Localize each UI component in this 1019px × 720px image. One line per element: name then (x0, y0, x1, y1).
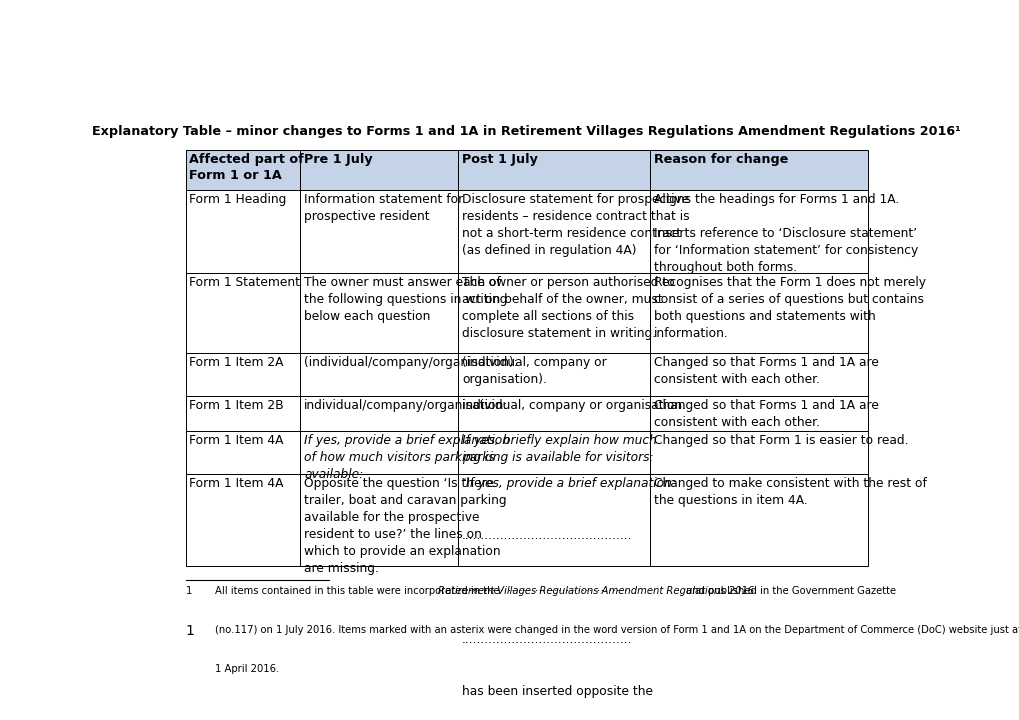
Text: All items contained in this table were incorporated in the: All items contained in this table were i… (215, 586, 502, 596)
Text: (individual, company or
organisation).: (individual, company or organisation). (462, 356, 606, 386)
Text: Pre 1 July: Pre 1 July (304, 153, 372, 166)
Text: Form 1 Heading: Form 1 Heading (190, 193, 286, 206)
Bar (458, 189, 649, 273)
Bar (458, 431, 649, 474)
Bar (649, 431, 867, 474)
Bar (300, 474, 458, 566)
Bar (458, 353, 649, 396)
Text: Form 1 Item 2A: Form 1 Item 2A (190, 356, 283, 369)
Text: Changed so that Forms 1 and 1A are
consistent with each other.: Changed so that Forms 1 and 1A are consi… (653, 399, 878, 429)
Text: and published in the Government Gazette: and published in the Government Gazette (683, 586, 896, 596)
Text: Changed so that Forms 1 and 1A are
consistent with each other.: Changed so that Forms 1 and 1A are consi… (653, 356, 878, 386)
Text: ‘If yes, provide a brief explanation:: ‘If yes, provide a brief explanation: (462, 477, 676, 490)
Bar (458, 150, 649, 189)
Text: The owner or person authorised to
act on behalf of the owner, must
complete all : The owner or person authorised to act on… (462, 276, 675, 340)
Text: 1: 1 (185, 586, 192, 596)
Text: Disclosure statement for prospective
residents – residence contract that is
not : Disclosure statement for prospective res… (462, 193, 689, 256)
Bar (458, 396, 649, 431)
Text: has been inserted opposite the: has been inserted opposite the (462, 685, 652, 698)
Text: (no.117) on 1 July 2016. Items marked with an asterix were changed in the word v: (no.117) on 1 July 2016. Items marked wi… (215, 625, 1019, 635)
Text: Post 1 July: Post 1 July (462, 153, 537, 166)
Bar (185, 396, 300, 431)
Bar (649, 273, 867, 353)
Text: Changed to make consistent with the rest of
the questions in item 4A.: Changed to make consistent with the rest… (653, 477, 926, 507)
Text: Retirement Villages Regulations Amendment Regulations 2016: Retirement Villages Regulations Amendmen… (437, 586, 753, 596)
Bar (649, 353, 867, 396)
Text: Form 1 Item 2B: Form 1 Item 2B (190, 399, 284, 412)
Text: individual/company/organisation:: individual/company/organisation: (304, 399, 507, 412)
Text: ............................................: ........................................… (462, 529, 632, 542)
Text: Information statement for
prospective resident: Information statement for prospective re… (304, 193, 463, 222)
Text: (individual/company/organisation):: (individual/company/organisation): (304, 356, 518, 369)
Bar (185, 353, 300, 396)
Text: The owner must answer each of
the following questions in writing
below each ques: The owner must answer each of the follow… (304, 276, 507, 323)
Bar (185, 431, 300, 474)
Text: Affected part of
Form 1 or 1A: Affected part of Form 1 or 1A (190, 153, 304, 181)
Bar (300, 189, 458, 273)
Text: Recognises that the Form 1 does not merely
consist of a series of questions but : Recognises that the Form 1 does not mere… (653, 276, 925, 340)
Text: If yes, provide a brief explanation
of how much visitors parking is
available:: If yes, provide a brief explanation of h… (304, 434, 510, 482)
Bar (649, 396, 867, 431)
Bar (458, 474, 649, 566)
Bar (649, 150, 867, 189)
Text: Opposite the question ‘Is there
trailer, boat and caravan parking
available for : Opposite the question ‘Is there trailer,… (304, 477, 506, 575)
Text: If yes, briefly explain how much
parking is available for visitors:: If yes, briefly explain how much parking… (462, 434, 656, 464)
Text: Changed so that Form 1 is easier to read.: Changed so that Form 1 is easier to read… (653, 434, 908, 447)
Bar (185, 273, 300, 353)
Bar (458, 273, 649, 353)
Text: ............................................: ........................................… (462, 634, 632, 647)
Text: Form 1 Item 4A: Form 1 Item 4A (190, 477, 283, 490)
Text: ............................................: ........................................… (462, 581, 632, 594)
Bar (185, 474, 300, 566)
Text: Reason for change: Reason for change (653, 153, 788, 166)
Bar (649, 189, 867, 273)
Bar (300, 431, 458, 474)
Text: 1 April 2016.: 1 April 2016. (215, 664, 279, 674)
Bar (649, 474, 867, 566)
Text: 1: 1 (185, 624, 195, 638)
Text: Form 1 Item 4A: Form 1 Item 4A (190, 434, 283, 447)
Text: Form 1 Statement: Form 1 Statement (190, 276, 301, 289)
Bar (300, 396, 458, 431)
Text: Aligns the headings for Forms 1 and 1A.

Inserts reference to ‘Disclosure statem: Aligns the headings for Forms 1 and 1A. … (653, 193, 917, 274)
Bar (185, 150, 300, 189)
Bar (185, 189, 300, 273)
Text: Explanatory Table – minor changes to Forms 1 and 1A in Retirement Villages Regul: Explanatory Table – minor changes to For… (92, 125, 960, 138)
Bar (300, 273, 458, 353)
Bar (300, 150, 458, 189)
Text: individual, company or organisation.: individual, company or organisation. (462, 399, 686, 412)
Bar (300, 353, 458, 396)
